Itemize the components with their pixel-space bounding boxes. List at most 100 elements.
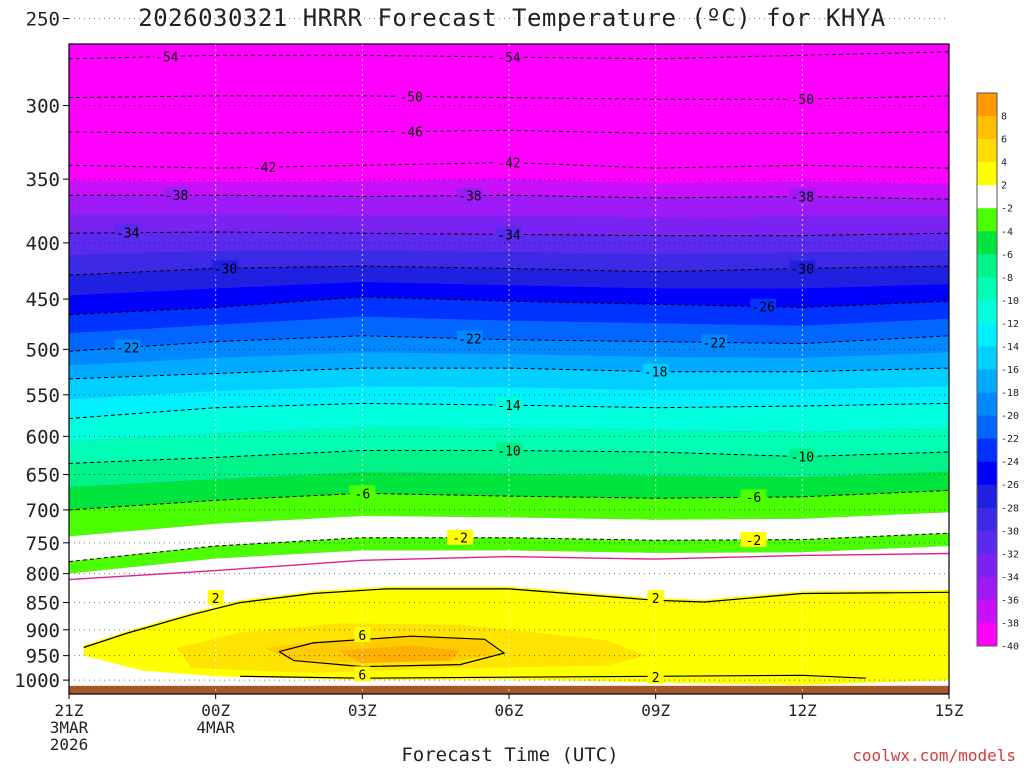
contour-label-bg [750,298,777,314]
warm-label-bg [354,666,371,682]
contour-label-bg [496,49,522,65]
contour-label-bg [114,339,141,355]
isotherm--2 [69,532,949,563]
colorbar-swatch [977,300,997,324]
contour-label-bg [604,0,630,2]
band--58-0 [69,0,949,30]
x-tick-label: 03Z [348,701,377,720]
contour-label-bg [212,260,239,276]
warm-layer-8 [337,645,461,664]
colorbar-label: -8 [1001,273,1013,284]
isotherm-plus-6 [278,635,506,668]
isotherm--6 [69,489,949,511]
colorbar-swatch [977,415,997,440]
colorbar-swatch [977,93,997,117]
contour-lines: -6 2 -58 -54 -54 -50 -50 -46 -42 -42 -38 -38 -38 -34 -… [69,0,949,686]
colorbar-swatch [977,369,997,393]
warm-label-bg [354,627,371,643]
x-axis-label: Forecast Time (UTC) [401,744,619,766]
x-tick-label: 12Z [788,701,817,720]
colorbar-swatch [977,392,997,416]
x-tick-label: 4MAR [196,718,235,737]
colorbar-label: -12 [1001,319,1019,330]
freezing-line [69,552,949,581]
contour-label-bg [740,489,767,505]
colorbar-label: -24 [1001,457,1019,468]
y-tick-label: 800 [26,564,60,586]
band--6-1 [69,512,949,562]
contour-label: -18 [644,366,667,381]
contour-label: -34 [497,228,521,243]
contour-label-bg [398,123,425,139]
band--14-0 [69,403,949,442]
isotherm--22 [69,335,949,352]
contour-label: -26 [751,301,774,316]
x-tick-label: 3MAR [50,718,89,737]
colorbar-swatch [977,599,997,624]
contour-label: -14 [497,399,521,414]
contour-label: -2 [452,532,468,547]
contour-label-bg [447,529,474,545]
band-minus-2 [69,546,949,580]
y-tick-label: 350 [26,169,60,191]
y-tick-label: 400 [26,233,60,255]
y-tick-label: 450 [26,289,60,311]
colorbar-swatch [977,576,997,601]
colorbar-label: -16 [1001,365,1019,376]
colorbar-label: -26 [1001,480,1019,491]
y-tick-label: 550 [26,385,60,407]
band--50-0 [69,95,949,117]
colorbar-swatch [977,185,997,209]
colorbar-label: -38 [1001,618,1019,629]
contour-label: -54 [155,50,179,65]
warm-contour-label: 6 [358,668,366,683]
colorbar-label: -28 [1001,503,1019,514]
colorbar-swatch [977,277,997,301]
colorbar-label: 2 [1001,181,1007,192]
colorbar-swatch [977,231,997,255]
contour-label: -46 [399,125,422,140]
y-tick-label: 900 [26,620,60,642]
colorbar-label: -32 [1001,549,1019,560]
colorbar-frame [976,92,998,647]
band--54-1 [69,74,949,100]
y-tick-label: 600 [26,426,60,448]
band--38-0 [69,195,949,218]
contour-label: -38 [791,191,814,206]
contour-label-bg [251,159,278,175]
contour-label: -22 [116,341,139,356]
band--50-1 [69,114,949,134]
colorbar-swatch [977,346,997,370]
colorbar-swatch [977,553,997,578]
contour-label-bg [153,48,180,64]
warm-label-bg [207,590,224,606]
y-axis: 250 300 350 400 450 500 550 600 650 700 750 800 850 9… [14,9,69,692]
band--10-0 [69,450,949,488]
contour-label-bg [496,442,522,458]
contour-label: -58 [605,0,628,4]
colorbar-label: 4 [1001,158,1007,169]
colorbar-swatch [977,461,997,486]
colorbar-label: -40 [1001,642,1019,653]
y-tick-label: 750 [26,533,60,555]
contour-label: -6 [746,491,762,506]
colorbar-label: -4 [1001,227,1013,238]
contour-label-bg [398,88,425,104]
y-tick-label: 950 [26,646,60,668]
y-tick-label: 850 [26,593,60,615]
contour-label: -10 [497,444,520,459]
colorbar-swatch [977,484,997,509]
warm-contour-label: 2 [652,592,660,607]
colorbar-label: -18 [1001,388,1019,399]
x-tick-label: 15Z [935,701,964,720]
contour-label: -50 [399,90,422,105]
x-tick-label: 2026 [50,735,89,754]
colorbar-swatch [977,530,997,555]
contour-label: -34 [116,227,140,242]
x-tick-label: 06Z [495,701,524,720]
contour-label-bg [701,334,728,350]
contour-label: -38 [165,189,188,204]
band--6-0 [69,490,949,537]
contour-label: -2 [746,534,762,549]
colorbar-label: -30 [1001,526,1019,537]
